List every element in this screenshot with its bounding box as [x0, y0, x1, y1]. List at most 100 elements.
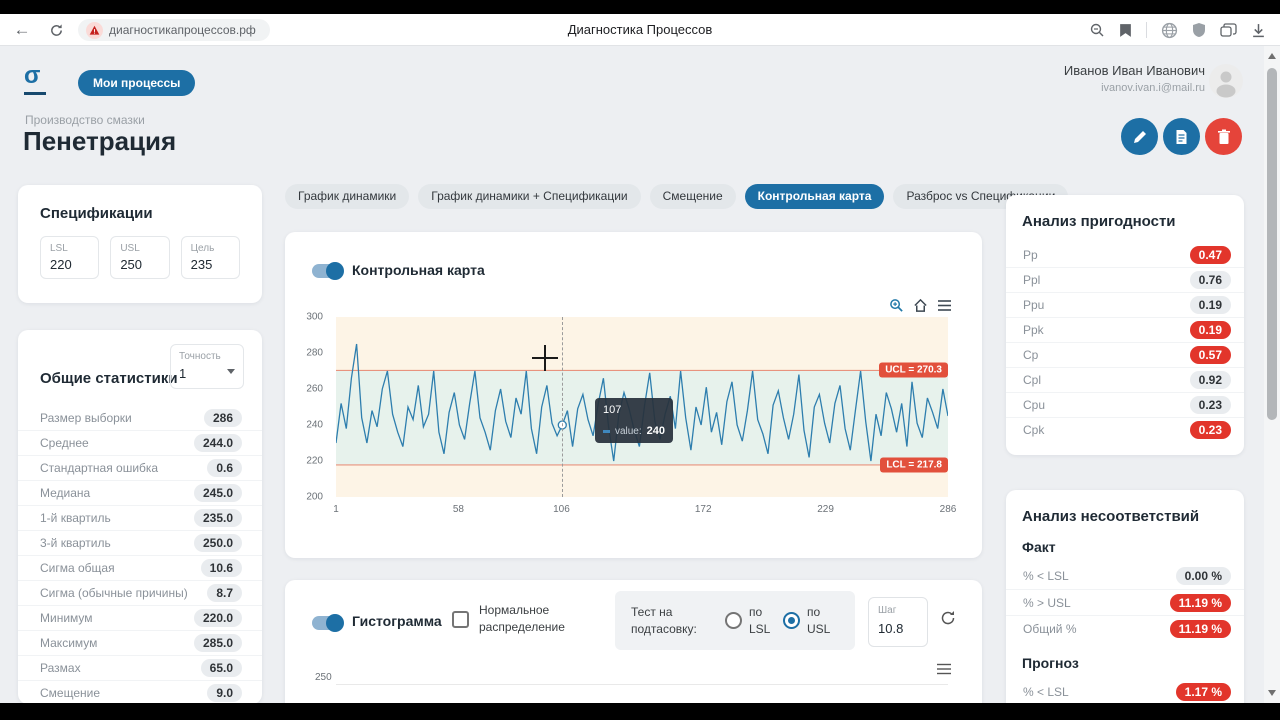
precision-dropdown[interactable]: Точность 1	[170, 344, 244, 389]
value-badge: 9.0	[207, 684, 242, 702]
value-badge: 286	[203, 408, 242, 427]
step-input[interactable]: Шаг 10.8	[868, 597, 928, 647]
specifications-card: Спецификации LSL 220 USL 250 Цель 235	[18, 185, 262, 303]
histogram-toggle[interactable]	[312, 614, 344, 632]
value-badge: 245.0	[193, 484, 242, 502]
control-chart-plot[interactable]: UCL = 270.3 LCL = 217.8 107 value: 240	[336, 317, 948, 497]
spec-field[interactable]: USL 250	[110, 236, 170, 279]
collections-icon[interactable]	[1220, 14, 1237, 46]
capability-title: Анализ пригодности	[1022, 213, 1176, 230]
bookmark-icon[interactable]	[1119, 14, 1132, 46]
step-value: 10.8	[878, 621, 904, 636]
normal-distribution-label: Нормальное распределение	[479, 603, 565, 634]
stat-row: Максимум 285.0	[18, 630, 262, 655]
report-button[interactable]	[1163, 118, 1200, 155]
x-tick: 229	[817, 504, 834, 515]
tooltip-label: value:	[614, 425, 642, 437]
x-tick: 106	[553, 504, 570, 515]
radio-by-lsl-label: по LSL	[749, 605, 771, 636]
my-processes-button[interactable]: Мои процессы	[78, 70, 196, 96]
scrollbar-up-icon[interactable]	[1264, 48, 1280, 64]
spec-field[interactable]: LSL 220	[40, 236, 100, 279]
protect-shield-icon[interactable]	[1192, 14, 1206, 46]
spec-field[interactable]: Цель 235	[180, 236, 240, 279]
y-tick: 240	[306, 419, 323, 431]
page-title: Пенетрация	[23, 126, 177, 156]
y-tick: 200	[306, 491, 323, 503]
histogram-title: Гистограмма	[352, 613, 442, 629]
page-scrollbar[interactable]	[1264, 46, 1280, 703]
value-badge: 0.19	[1189, 321, 1231, 339]
forecast-rows: % < LSL 1.17 %	[1006, 679, 1244, 705]
tab-active[interactable]: Контрольная карта	[744, 184, 885, 209]
url-text: диагностикапроцессов.рф	[109, 23, 256, 37]
y-tick: 300	[306, 311, 323, 323]
download-icon[interactable]	[1251, 14, 1266, 46]
chart-tooltip: 107 value: 240	[595, 398, 673, 443]
value-badge: 0.23	[1189, 396, 1231, 414]
nonconformance-row: % < LSL 1.17 %	[1006, 679, 1244, 705]
address-bar[interactable]: диагностикапроцессов.рф	[78, 19, 270, 41]
tamper-test-label: Тест на подтасовку:	[631, 605, 697, 636]
statistics-title: Общие статистики	[40, 370, 178, 387]
fact-subtitle: Факт	[1022, 539, 1056, 555]
delete-button[interactable]	[1205, 118, 1242, 155]
translate-globe-icon[interactable]	[1161, 14, 1178, 46]
zoom-page-icon[interactable]	[1089, 14, 1105, 46]
back-icon[interactable]: ←	[13, 20, 31, 39]
chart-zoom-icon[interactable]	[889, 298, 904, 318]
app-logo[interactable]: σ	[24, 62, 41, 89]
x-tick: 1	[333, 504, 339, 515]
scrollbar-down-icon[interactable]	[1264, 685, 1280, 701]
capability-rows: Pp 0.47 Ppl 0.76 Ppu 0.19 Ppk 0.19 Cp 0.57 Cpl 0.92…	[1006, 242, 1244, 442]
value-badge: 285.0	[193, 634, 242, 652]
tab-item[interactable]: График динамики	[285, 184, 410, 209]
x-axis: 1 58 106 172 229 286	[333, 504, 956, 518]
capability-row: Cpk 0.23	[1006, 417, 1244, 442]
control-chart-card: Контрольная карта 300 280 260 240 220 200 UCL…	[285, 232, 982, 558]
forecast-subtitle: Прогноз	[1022, 655, 1079, 671]
value-badge: 0.76	[1189, 271, 1231, 289]
histogram-menu-icon[interactable]	[937, 662, 951, 680]
scrollbar-thumb[interactable]	[1267, 68, 1277, 420]
value-badge: 10.6	[200, 559, 242, 577]
tab-item[interactable]: Смещение	[649, 184, 736, 209]
capability-row: Cpu 0.23	[1006, 392, 1244, 417]
tab-item[interactable]: График динамики + Спецификации	[418, 184, 641, 209]
value-badge: 235.0	[193, 509, 242, 527]
stat-row: Минимум 220.0	[18, 605, 262, 630]
chart-home-icon[interactable]	[913, 298, 928, 318]
radio-by-usl[interactable]	[783, 612, 800, 629]
control-chart-toggle[interactable]	[312, 262, 344, 280]
value-badge: 11.19 %	[1169, 619, 1231, 638]
security-warning-icon[interactable]	[86, 21, 103, 39]
y-tick: 260	[306, 383, 323, 395]
lcl-label: LCL = 217.8	[880, 457, 948, 473]
edit-button[interactable]	[1121, 118, 1158, 155]
avatar[interactable]	[1209, 64, 1243, 98]
spec-fields: LSL 220 USL 250 Цель 235	[40, 236, 240, 279]
x-tick: 286	[939, 504, 957, 515]
stat-row: Смещение 9.0	[18, 680, 262, 705]
stat-row: Сигма (обычные причины) 8.7	[18, 580, 262, 605]
browser-toolbar: Диагностика Процессов ← диагностикапроце…	[0, 14, 1280, 46]
chart-menu-icon[interactable]	[937, 299, 952, 317]
y-axis: 300 280 260 240 220 200	[285, 312, 329, 503]
refresh-icon[interactable]	[940, 610, 956, 631]
capability-row: Cp 0.57	[1006, 342, 1244, 367]
value-badge: 0.00 %	[1175, 567, 1231, 585]
stat-row: Стандартная ошибка 0.6	[18, 455, 262, 480]
user-name: Иванов Иван Иванович	[1063, 63, 1205, 78]
step-label: Шаг	[878, 605, 897, 616]
normal-distribution-checkbox[interactable]	[452, 611, 469, 628]
reload-icon[interactable]	[44, 14, 68, 46]
capability-row: Ppk 0.19	[1006, 317, 1244, 342]
y-tick: 280	[306, 347, 323, 359]
nonconformance-row: % < LSL 0.00 %	[1006, 563, 1244, 589]
breadcrumb: Производство смазки	[25, 113, 145, 127]
radio-by-lsl[interactable]	[725, 612, 742, 629]
value-badge: 0.19	[1189, 296, 1231, 314]
value-badge: 1.17 %	[1175, 683, 1231, 701]
tooltip-value: 240	[646, 425, 665, 437]
